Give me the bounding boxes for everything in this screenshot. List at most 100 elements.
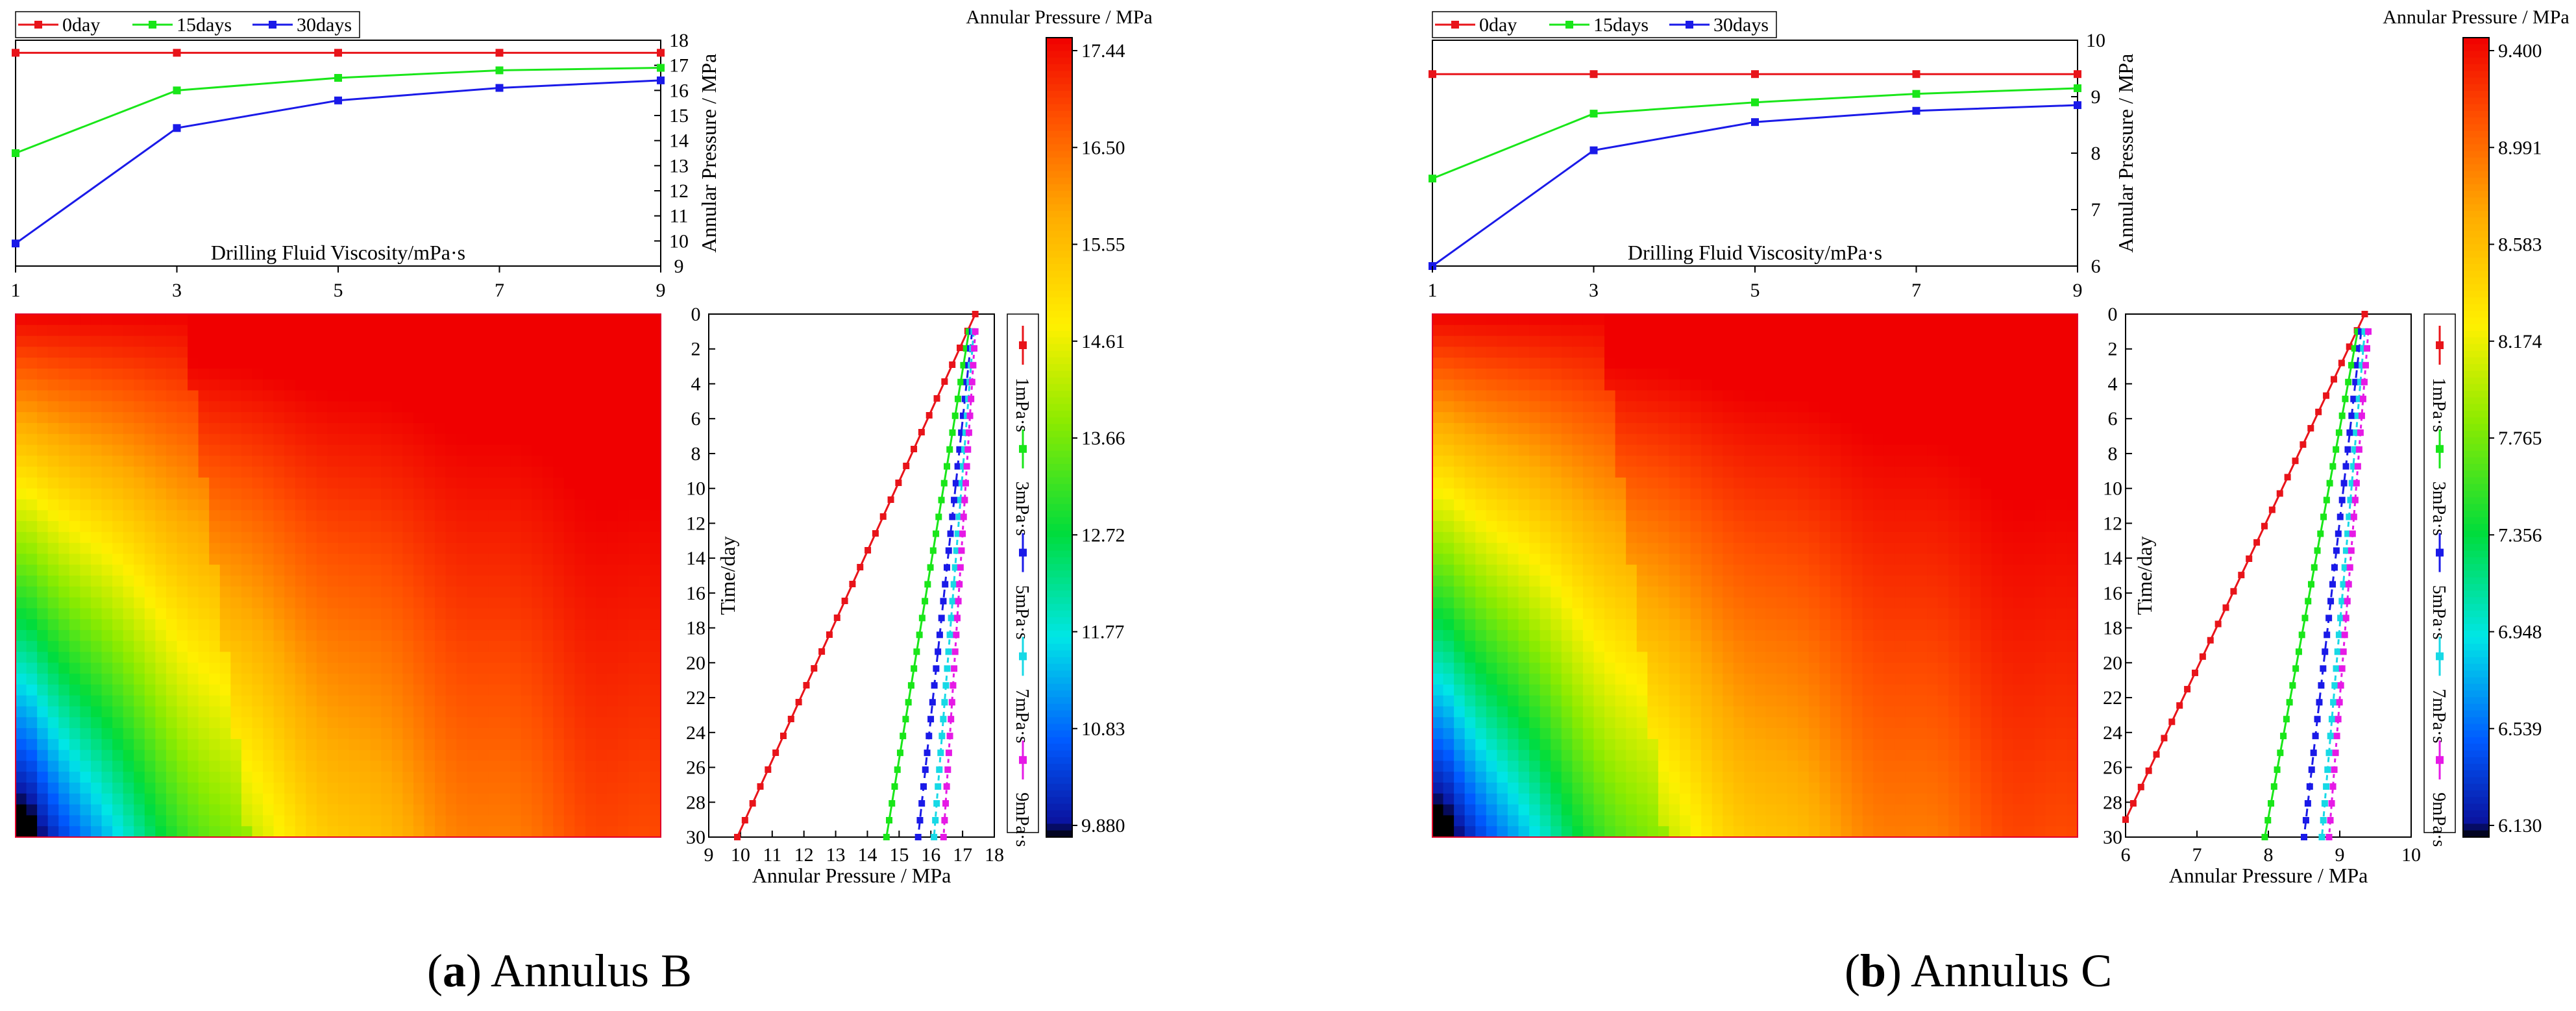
heatmap-cell [607, 391, 618, 402]
heatmap-cell [1723, 391, 1734, 402]
colorbar-tick-label: 9.880 [1081, 815, 1125, 836]
heatmap-cell [327, 532, 338, 544]
heatmap-cell [628, 783, 639, 794]
heatmap-cell [1583, 423, 1594, 435]
heatmap-cell [58, 685, 69, 696]
heatmap-cell [467, 314, 478, 326]
heatmap-cell [360, 794, 371, 805]
side-point [946, 648, 952, 655]
heatmap-cell [220, 750, 231, 762]
heatmap-cell [1776, 369, 1787, 380]
heatmap-cell [1454, 565, 1465, 576]
heatmap-cell [1583, 543, 1594, 555]
heatmap-cell [1465, 499, 1476, 511]
heatmap-cell [145, 358, 156, 369]
side-point [894, 766, 901, 773]
heatmap-cell [1572, 630, 1583, 642]
heatmap-cell [274, 696, 285, 707]
heatmap-cell [102, 499, 113, 511]
heatmap-cell [1508, 663, 1519, 674]
heatmap-cell [349, 325, 360, 337]
heatmap-cell [1594, 707, 1605, 718]
heatmap-cell [199, 347, 210, 358]
heatmap-cell [1519, 576, 1530, 587]
heatmap-cell [1658, 532, 1669, 544]
heatmap-cell [1497, 608, 1508, 620]
heatmap-cell [1519, 685, 1530, 696]
heatmap-cell [607, 521, 618, 533]
heatmap-cell [295, 630, 306, 642]
top-point-0day [1913, 70, 1920, 78]
heatmap-cell [500, 750, 511, 762]
heatmap-cell [274, 794, 285, 805]
heatmap-cell [467, 380, 478, 391]
heatmap-cell [220, 608, 231, 620]
heatmap-cell [1583, 336, 1594, 348]
heatmap-cell [1465, 826, 1476, 838]
heatmap-cell [1637, 685, 1648, 696]
heatmap-cell [628, 619, 639, 631]
heatmap-cell [327, 521, 338, 533]
heatmap-cell [1562, 499, 1573, 511]
heatmap-cell [510, 543, 521, 555]
heatmap-cell [1508, 685, 1519, 696]
heatmap-cell [553, 336, 564, 348]
heatmap-cell [478, 619, 489, 631]
heatmap-cell [489, 314, 500, 326]
colorbar-tick-label: 13.66 [1081, 428, 1125, 449]
heatmap-cell [553, 750, 564, 762]
heatmap-cell [521, 663, 532, 674]
heatmap-cell [1691, 783, 1702, 794]
heatmap-cell [263, 314, 274, 326]
heatmap-cell [317, 739, 328, 751]
heatmap-cell [1454, 543, 1465, 555]
heatmap-cell [1594, 598, 1605, 609]
heatmap-cell [134, 598, 145, 609]
heatmap-cell [1766, 521, 1777, 533]
heatmap-cell [1572, 598, 1583, 609]
heatmap-cell [317, 663, 328, 674]
heatmap-cell [1475, 489, 1486, 500]
heatmap-cell [338, 456, 349, 467]
heatmap-cell [435, 696, 446, 707]
heatmap-cell [284, 750, 295, 762]
heatmap-cell [1443, 641, 1454, 653]
heatmap-cell [1626, 576, 1637, 587]
heatmap-cell [1734, 608, 1745, 620]
top-legend-marker [34, 21, 42, 29]
heatmap-cell [1604, 478, 1615, 489]
heatmap-cell [327, 685, 338, 696]
heatmap-cell [145, 489, 156, 500]
heatmap-cell [1551, 641, 1562, 653]
heatmap-cell [1604, 423, 1615, 435]
heatmap-cell [607, 467, 618, 478]
heatmap-cell [371, 478, 382, 489]
heatmap-cell [327, 423, 338, 435]
heatmap-cell [628, 717, 639, 729]
heatmap-cell [220, 772, 231, 783]
heatmap-cell [1529, 510, 1540, 522]
heatmap-cell [1744, 456, 1755, 467]
heatmap-cell [1572, 587, 1583, 598]
heatmap-cell [1540, 314, 1551, 326]
heatmap-cell [145, 532, 156, 544]
heatmap-cell [263, 717, 274, 729]
heatmap-cell [574, 772, 585, 783]
heatmap-cell [48, 674, 59, 685]
heatmap-cell [1443, 750, 1454, 762]
heatmap-cell [1583, 739, 1594, 751]
heatmap-cell [467, 750, 478, 762]
heatmap-cell [1776, 598, 1787, 609]
heatmap-cell [1776, 336, 1787, 348]
heatmap-cell [639, 336, 650, 348]
heatmap-cell [1465, 707, 1476, 718]
heatmap-cell [1443, 587, 1454, 598]
heatmap-cell [134, 510, 145, 522]
heatmap-cell [69, 554, 80, 565]
heatmap-cell [1432, 478, 1443, 489]
heatmap-cell [1766, 707, 1777, 718]
heatmap-cell [134, 401, 145, 413]
heatmap-cell [650, 478, 661, 489]
heatmap-cell [155, 576, 166, 587]
heatmap-cell [1551, 347, 1562, 358]
